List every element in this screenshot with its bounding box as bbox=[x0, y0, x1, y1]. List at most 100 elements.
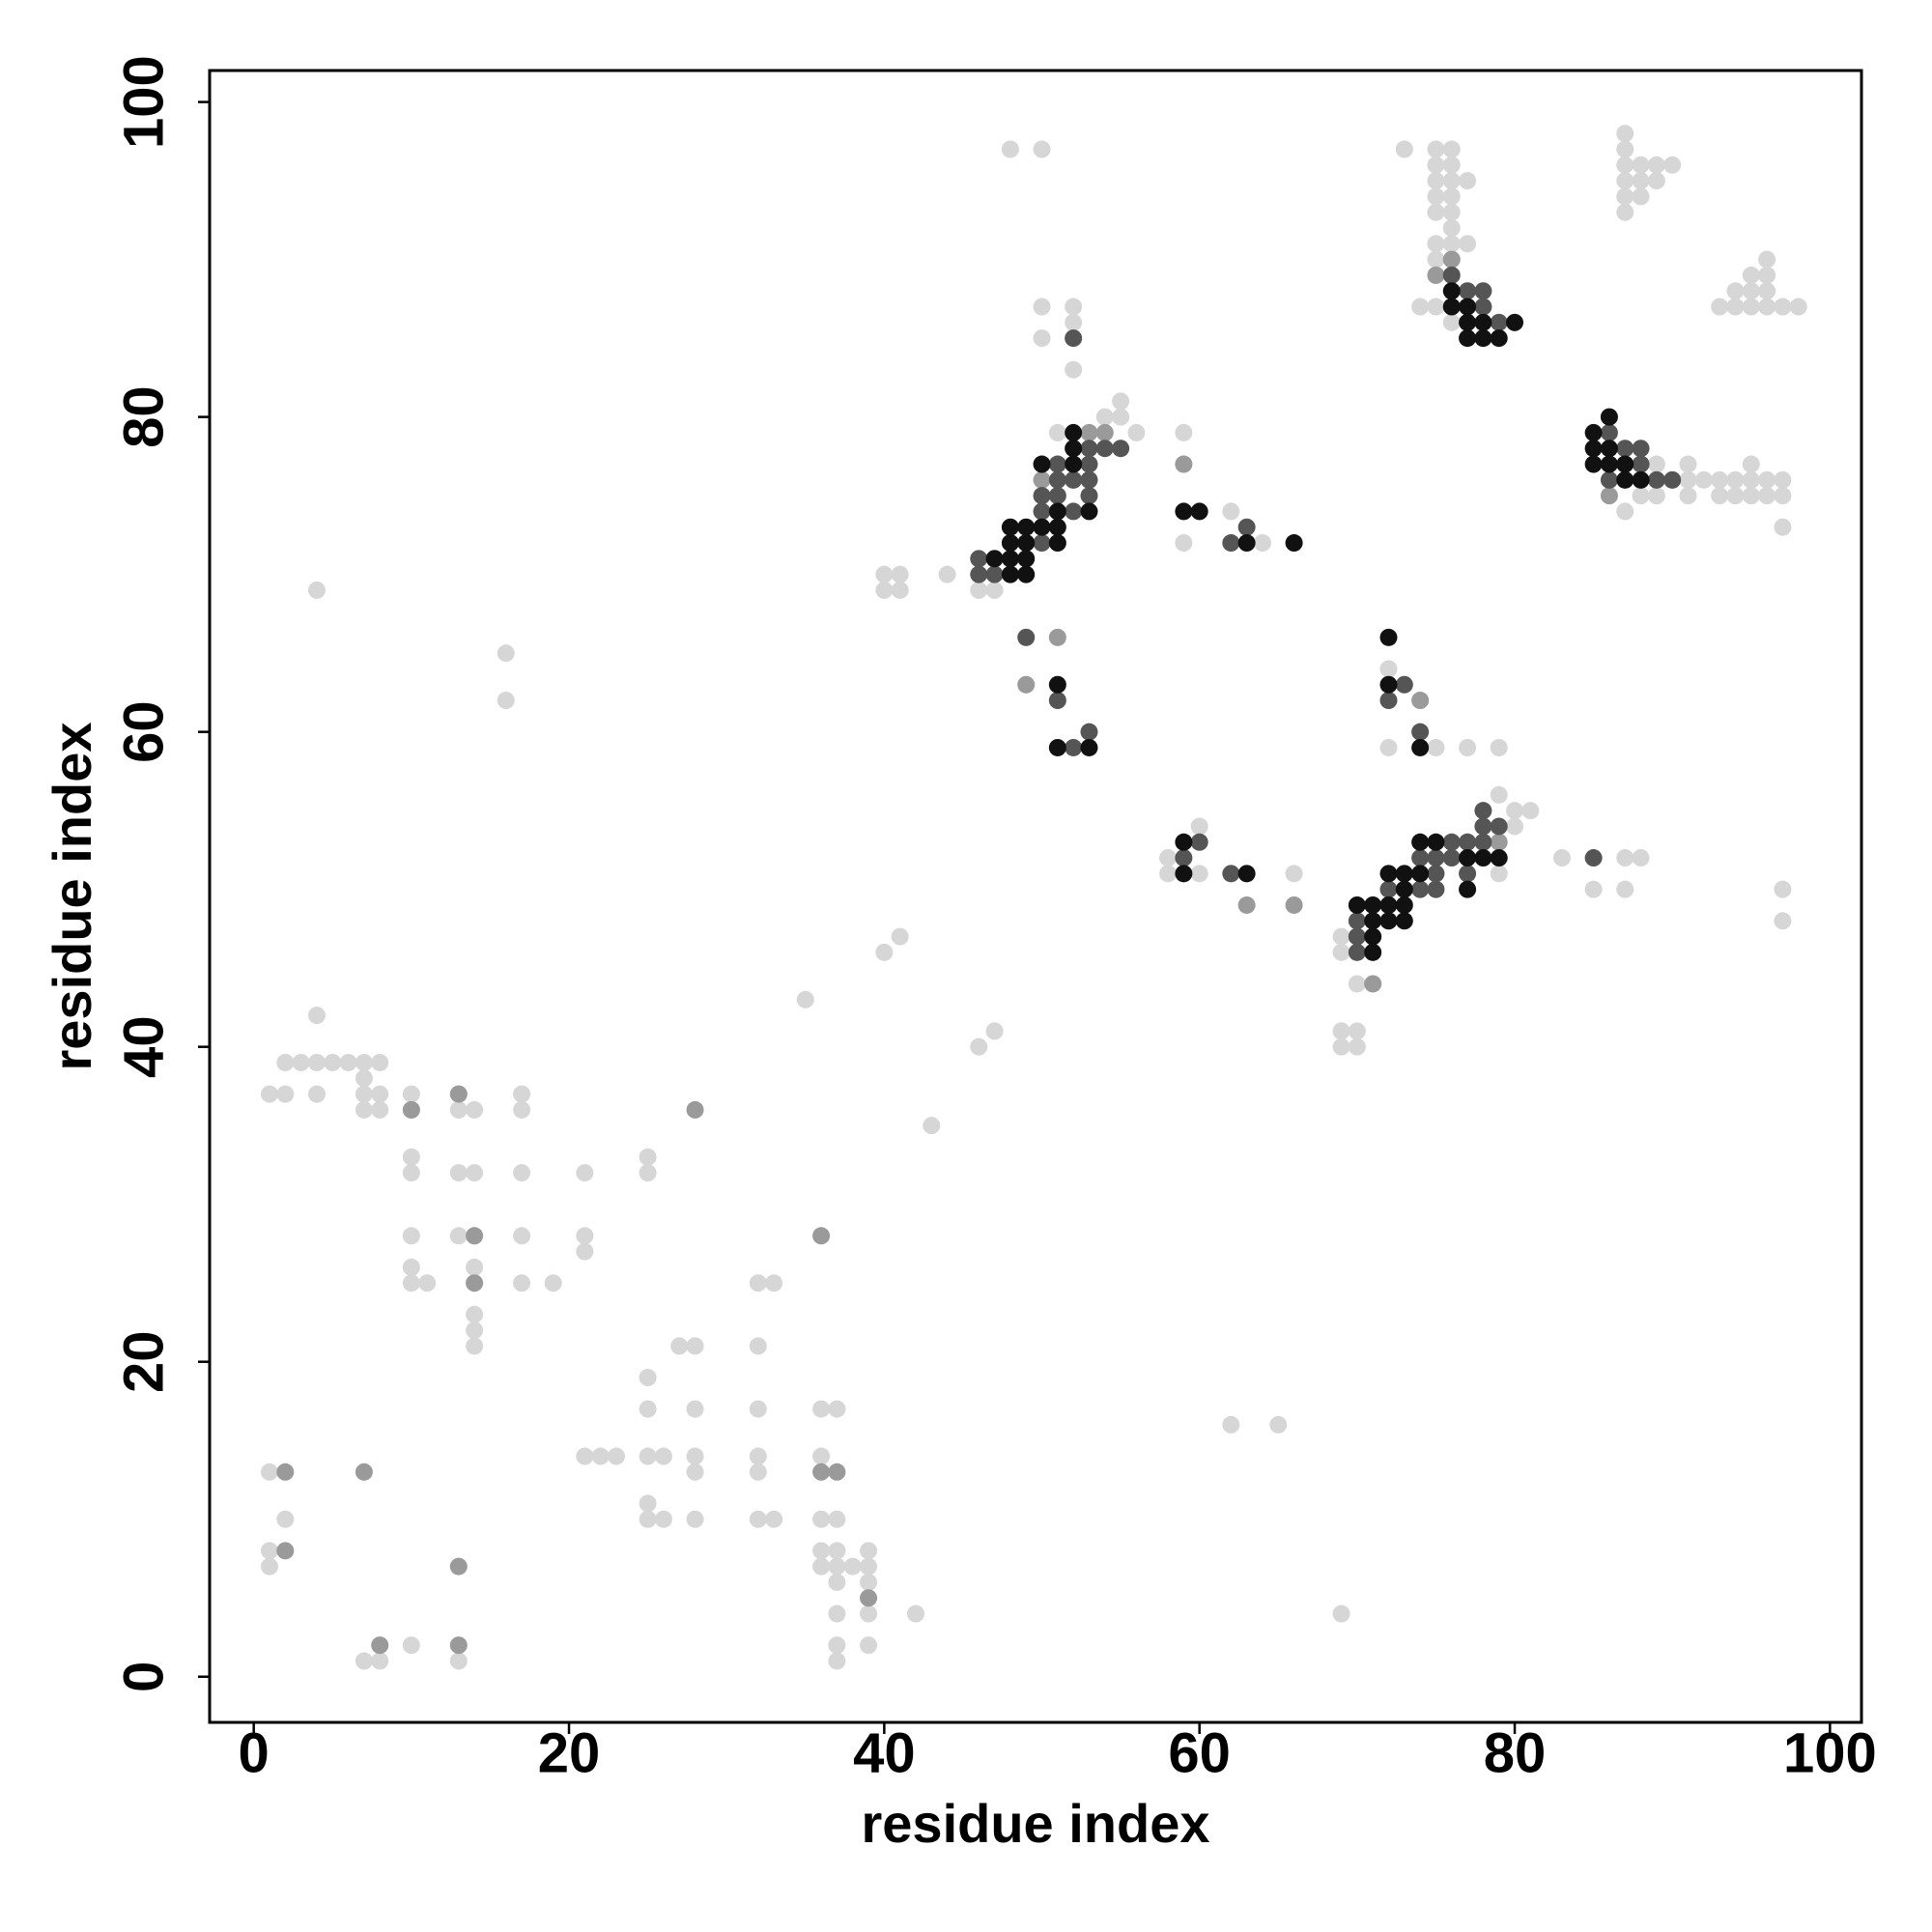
contact-point bbox=[1017, 675, 1036, 694]
contact-point bbox=[276, 1085, 295, 1103]
contact-point bbox=[1033, 455, 1051, 473]
contact-point bbox=[654, 1447, 672, 1465]
contact-point bbox=[1474, 817, 1492, 836]
contact-point bbox=[1427, 298, 1445, 316]
contact-point bbox=[1616, 172, 1634, 190]
contact-point bbox=[1490, 865, 1508, 883]
contact-point bbox=[765, 1274, 783, 1293]
contact-point bbox=[1411, 849, 1430, 867]
contact-point bbox=[1632, 487, 1650, 505]
contact-point bbox=[402, 1148, 420, 1166]
contact-point bbox=[1758, 282, 1776, 300]
contact-point bbox=[749, 1400, 767, 1418]
contact-point bbox=[1065, 440, 1083, 458]
contact-point bbox=[1048, 518, 1066, 536]
contact-point bbox=[1237, 534, 1256, 553]
contact-point bbox=[1222, 534, 1240, 553]
contact-point bbox=[1033, 502, 1051, 521]
contact-point bbox=[1395, 675, 1413, 694]
contact-point bbox=[466, 1100, 484, 1119]
contact-point bbox=[639, 1494, 657, 1513]
contact-point bbox=[1616, 203, 1634, 221]
contact-point bbox=[261, 1463, 279, 1481]
contact-point bbox=[686, 1510, 704, 1528]
contact-point bbox=[1474, 833, 1492, 851]
contact-point bbox=[1112, 408, 1130, 426]
contact-point bbox=[1616, 140, 1634, 158]
y-tick-label: 20 bbox=[112, 1330, 175, 1393]
contact-point bbox=[1065, 313, 1083, 331]
contact-point bbox=[1616, 849, 1634, 867]
contact-point bbox=[860, 1557, 878, 1576]
contact-point bbox=[1600, 470, 1618, 489]
contact-point bbox=[1080, 455, 1098, 473]
y-tick-label: 60 bbox=[112, 700, 175, 763]
contact-point bbox=[1395, 865, 1413, 883]
contact-point bbox=[828, 1573, 846, 1591]
contact-point bbox=[1190, 502, 1208, 521]
contact-point bbox=[355, 1100, 373, 1119]
contact-point bbox=[1395, 140, 1413, 158]
contact-point bbox=[1442, 266, 1461, 284]
contact-point bbox=[1332, 943, 1350, 961]
contact-point bbox=[355, 1085, 373, 1103]
contact-point bbox=[1774, 880, 1792, 898]
contact-point bbox=[1112, 392, 1130, 411]
contact-point bbox=[970, 565, 988, 583]
contact-point bbox=[1758, 470, 1776, 489]
contact-point bbox=[812, 1447, 831, 1465]
contact-point bbox=[875, 565, 894, 583]
contact-point bbox=[1616, 470, 1634, 489]
contact-point bbox=[1364, 912, 1382, 930]
contact-point bbox=[371, 1652, 389, 1670]
contact-point bbox=[402, 1227, 420, 1245]
contact-point bbox=[1048, 628, 1066, 646]
contact-point bbox=[891, 565, 909, 583]
contact-point bbox=[1065, 423, 1083, 441]
contact-point bbox=[765, 1510, 783, 1528]
contact-point bbox=[1017, 550, 1036, 568]
contact-point bbox=[1190, 865, 1208, 883]
contact-point bbox=[576, 1447, 594, 1465]
contact-point bbox=[1758, 266, 1776, 284]
contact-point bbox=[307, 581, 326, 599]
contact-point bbox=[1632, 455, 1650, 473]
contact-point bbox=[1616, 125, 1634, 143]
contact-point bbox=[670, 1337, 689, 1355]
contact-point bbox=[1285, 895, 1303, 914]
contact-point bbox=[1774, 912, 1792, 930]
contact-point bbox=[1033, 140, 1051, 158]
contact-point bbox=[985, 581, 1004, 599]
contact-point bbox=[1742, 266, 1760, 284]
contact-point bbox=[1348, 895, 1366, 914]
x-tick-label: 0 bbox=[239, 1721, 270, 1784]
contact-point bbox=[1411, 298, 1430, 316]
contact-point bbox=[1427, 833, 1445, 851]
contact-point bbox=[1427, 880, 1445, 898]
contact-point bbox=[1600, 440, 1618, 458]
contact-point bbox=[749, 1510, 767, 1528]
contact-point bbox=[449, 1227, 468, 1245]
contact-point bbox=[828, 1652, 846, 1670]
contact-point bbox=[1411, 833, 1430, 851]
y-tick-label: 0 bbox=[112, 1662, 175, 1692]
contact-point bbox=[1616, 187, 1634, 206]
contact-point bbox=[576, 1242, 594, 1261]
contact-point bbox=[1663, 156, 1682, 174]
contact-point bbox=[1474, 298, 1492, 316]
contact-point bbox=[466, 1258, 484, 1276]
contact-point bbox=[1600, 408, 1618, 426]
contact-point bbox=[1647, 487, 1665, 505]
contact-point bbox=[449, 1085, 468, 1103]
contact-point bbox=[1379, 880, 1398, 898]
contact-point bbox=[1459, 313, 1477, 331]
contact-point bbox=[1033, 329, 1051, 348]
contact-point bbox=[1048, 423, 1066, 441]
contact-point bbox=[1506, 817, 1524, 836]
contact-point bbox=[686, 1337, 704, 1355]
contact-point bbox=[513, 1274, 531, 1293]
contact-point bbox=[1348, 912, 1366, 930]
contact-point bbox=[1033, 298, 1051, 316]
contact-point bbox=[1048, 455, 1066, 473]
